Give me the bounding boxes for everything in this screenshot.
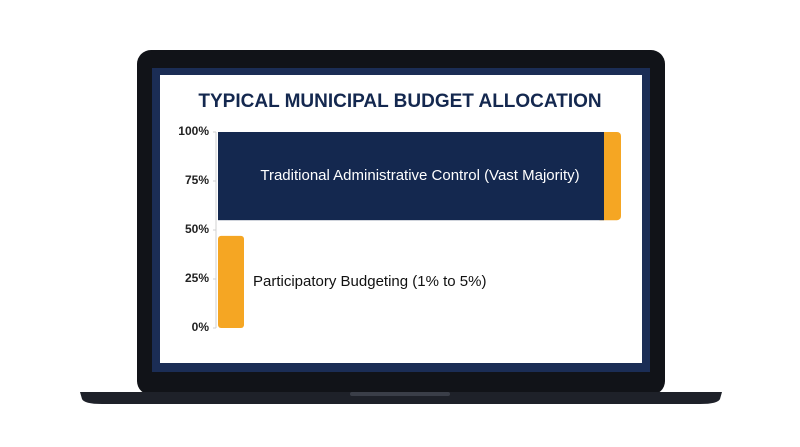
y-tick-label: 0% (192, 320, 210, 334)
laptop-notch (350, 392, 450, 396)
y-tick-label: 50% (185, 222, 209, 236)
laptop-base (80, 392, 722, 404)
band-label: Traditional Administrative Control (Vast… (260, 167, 579, 184)
y-tick-label: 25% (185, 271, 209, 285)
band (218, 132, 604, 221)
y-tick-label: 75% (185, 173, 209, 187)
y-tick-label: 100% (178, 124, 209, 138)
chart-title: TYPICAL MUNICIPAL BUDGET ALLOCATION (198, 91, 601, 112)
band-label: Participatory Budgeting (1% to 5%) (253, 273, 486, 290)
band (218, 235, 244, 328)
